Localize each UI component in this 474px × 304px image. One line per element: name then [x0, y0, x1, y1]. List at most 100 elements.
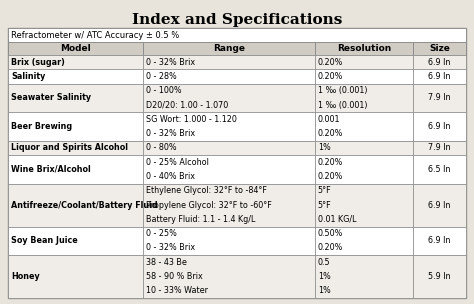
Bar — [8, 42, 143, 55]
Bar — [8, 84, 143, 112]
Text: 58 - 90 % Brix: 58 - 90 % Brix — [146, 272, 203, 281]
Bar — [413, 255, 466, 298]
Text: Ethylene Glycol: 32°F to -84°F: Ethylene Glycol: 32°F to -84°F — [146, 186, 267, 195]
Bar — [143, 184, 315, 226]
Text: 6.9 In: 6.9 In — [428, 122, 451, 131]
Text: Wine Brix/Alcohol: Wine Brix/Alcohol — [11, 165, 91, 174]
Text: 0 - 32% Brix: 0 - 32% Brix — [146, 129, 195, 138]
Bar — [315, 42, 413, 55]
Bar — [143, 226, 315, 255]
Text: 1%: 1% — [318, 286, 330, 295]
Text: 1 ‰ (0.001): 1 ‰ (0.001) — [318, 101, 367, 109]
Text: Model: Model — [60, 44, 91, 53]
Text: Soy Bean Juice: Soy Bean Juice — [11, 236, 78, 245]
Text: Honey: Honey — [11, 272, 40, 281]
Text: 0.20%: 0.20% — [318, 72, 343, 81]
Text: 0 - 80%: 0 - 80% — [146, 143, 177, 152]
Bar — [8, 155, 143, 184]
Bar — [315, 141, 413, 155]
Bar — [143, 155, 315, 184]
Text: 0 - 100%: 0 - 100% — [146, 86, 182, 95]
Text: 38 - 43 Be: 38 - 43 Be — [146, 258, 187, 267]
Bar — [315, 255, 413, 298]
Text: Battery Fluid: 1.1 - 1.4 Kg/L: Battery Fluid: 1.1 - 1.4 Kg/L — [146, 215, 255, 224]
Bar — [8, 255, 143, 298]
Text: 0.001: 0.001 — [318, 115, 340, 124]
Bar — [315, 226, 413, 255]
Bar — [413, 69, 466, 84]
Text: Brix (sugar): Brix (sugar) — [11, 58, 65, 67]
Text: 5.9 In: 5.9 In — [428, 272, 451, 281]
Text: 0 - 25% Alcohol: 0 - 25% Alcohol — [146, 158, 209, 167]
Bar — [8, 69, 143, 84]
Text: 5°F: 5°F — [318, 186, 331, 195]
Bar — [315, 55, 413, 69]
Text: 5°F: 5°F — [318, 201, 331, 209]
Bar — [8, 184, 143, 226]
Text: 0 - 32% Brix: 0 - 32% Brix — [146, 58, 195, 67]
Bar — [315, 184, 413, 226]
Text: 1 ‰ (0.001): 1 ‰ (0.001) — [318, 86, 367, 95]
Text: Size: Size — [429, 44, 450, 53]
Text: 6.9 In: 6.9 In — [428, 201, 451, 209]
Bar — [315, 112, 413, 141]
Text: D20/20: 1.00 - 1.070: D20/20: 1.00 - 1.070 — [146, 101, 228, 109]
Text: Resolution: Resolution — [337, 44, 391, 53]
Bar — [143, 255, 315, 298]
Text: 1%: 1% — [318, 272, 330, 281]
Bar — [315, 69, 413, 84]
Text: SG Wort: 1.000 - 1.120: SG Wort: 1.000 - 1.120 — [146, 115, 237, 124]
Text: 0.20%: 0.20% — [318, 244, 343, 252]
Text: Beer Brewing: Beer Brewing — [11, 122, 72, 131]
Bar — [8, 141, 143, 155]
Text: Seawater Salinity: Seawater Salinity — [11, 93, 91, 102]
Text: 7.9 In: 7.9 In — [428, 93, 451, 102]
Bar — [413, 155, 466, 184]
Bar — [413, 112, 466, 141]
Bar — [413, 141, 466, 155]
Text: 0.20%: 0.20% — [318, 129, 343, 138]
Bar — [8, 28, 466, 42]
Text: Propylene Glycol: 32°F to -60°F: Propylene Glycol: 32°F to -60°F — [146, 201, 272, 209]
Bar — [8, 226, 143, 255]
Bar — [413, 42, 466, 55]
Text: Antifreeze/Coolant/Battery Fluid: Antifreeze/Coolant/Battery Fluid — [11, 201, 158, 209]
Bar — [8, 55, 143, 69]
Text: 0.20%: 0.20% — [318, 58, 343, 67]
Bar — [413, 84, 466, 112]
Text: 0 - 40% Brix: 0 - 40% Brix — [146, 172, 195, 181]
Text: 0 - 32% Brix: 0 - 32% Brix — [146, 244, 195, 252]
Bar — [413, 55, 466, 69]
Text: Salinity: Salinity — [11, 72, 46, 81]
Text: 1%: 1% — [318, 143, 330, 152]
Bar — [413, 184, 466, 226]
Bar — [143, 69, 315, 84]
Bar — [143, 141, 315, 155]
Text: 0 - 25%: 0 - 25% — [146, 229, 177, 238]
Bar — [315, 155, 413, 184]
Text: Liquor and Spirits Alcohol: Liquor and Spirits Alcohol — [11, 143, 128, 152]
Text: 0.50%: 0.50% — [318, 229, 343, 238]
Text: Range: Range — [213, 44, 245, 53]
Text: 0.01 KG/L: 0.01 KG/L — [318, 215, 356, 224]
Text: 0 - 28%: 0 - 28% — [146, 72, 177, 81]
Bar — [143, 84, 315, 112]
Text: 10 - 33% Water: 10 - 33% Water — [146, 286, 208, 295]
Text: 7.9 In: 7.9 In — [428, 143, 451, 152]
Bar — [315, 84, 413, 112]
Text: Refractometer w/ ATC Accuracy ± 0.5 %: Refractometer w/ ATC Accuracy ± 0.5 % — [11, 30, 179, 40]
Text: 0.20%: 0.20% — [318, 158, 343, 167]
Bar — [8, 112, 143, 141]
Bar — [8, 28, 466, 298]
Text: 6.9 In: 6.9 In — [428, 72, 451, 81]
Text: 6.5 In: 6.5 In — [428, 165, 451, 174]
Text: 0.20%: 0.20% — [318, 172, 343, 181]
Bar — [413, 226, 466, 255]
Bar — [143, 112, 315, 141]
Text: 0.5: 0.5 — [318, 258, 330, 267]
Text: 6.9 In: 6.9 In — [428, 236, 451, 245]
Bar — [143, 55, 315, 69]
Bar — [143, 42, 315, 55]
Text: Index and Specifications: Index and Specifications — [132, 13, 342, 27]
Text: 6.9 In: 6.9 In — [428, 58, 451, 67]
